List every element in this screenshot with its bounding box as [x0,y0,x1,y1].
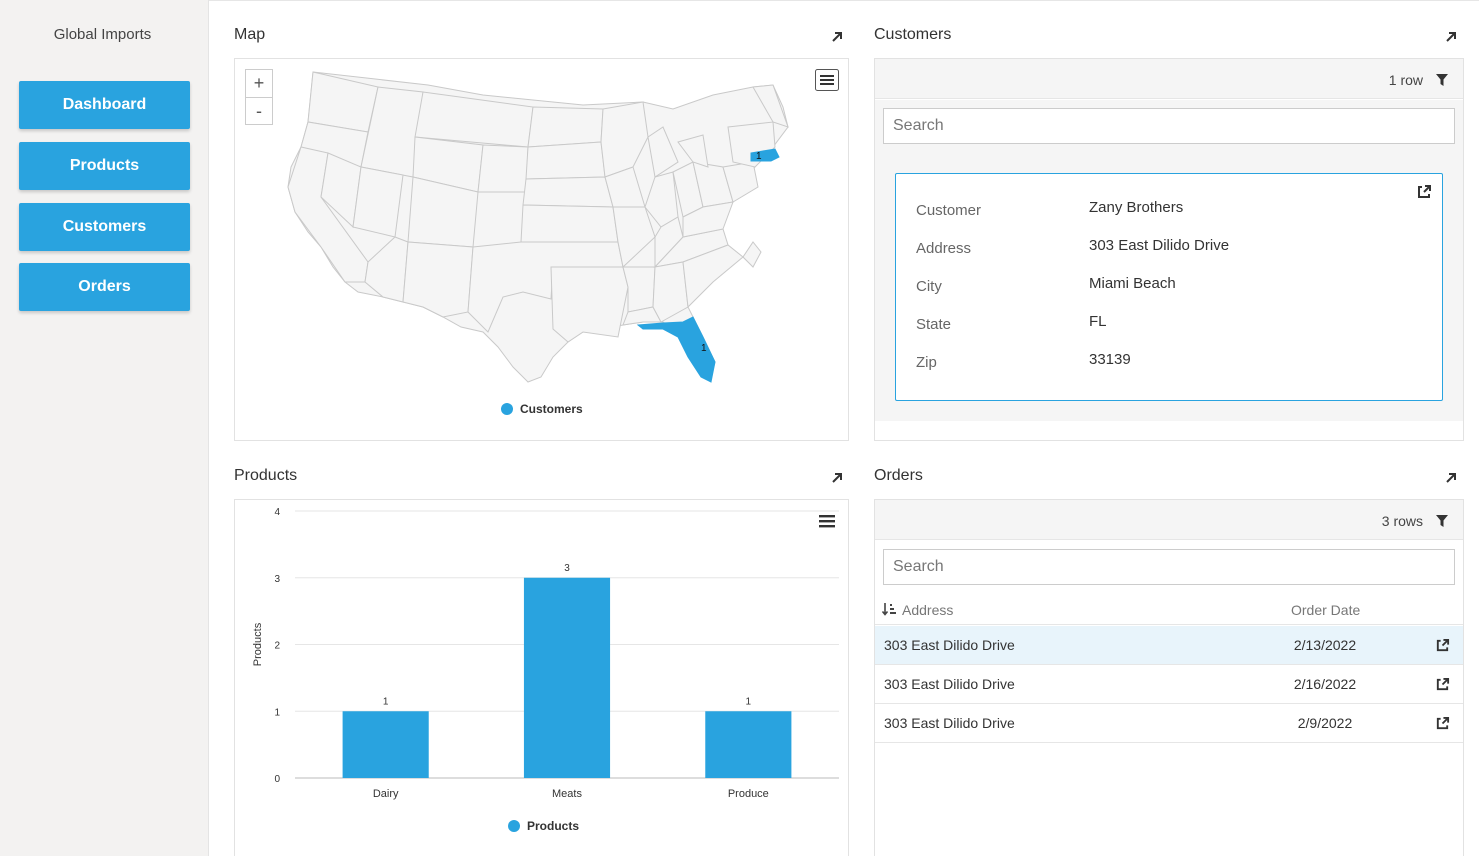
customers-search-area [875,100,1463,154]
customers-panel: 1 row Customer Zany Brothers Address 303… [874,58,1464,441]
data-label: 3 [564,563,570,574]
zoom-in-button[interactable]: + [253,73,265,93]
y-axis-label: Products [252,622,264,666]
app-title: Global Imports [53,26,152,43]
order-date: 2/9/2022 [1297,715,1353,731]
sort-ascending-icon[interactable] [882,602,896,616]
chart-menu-icon[interactable] [817,512,837,530]
nav-dashboard-button[interactable]: Dashboard [19,81,190,129]
orders-search-area [875,541,1463,595]
map-menu-icon[interactable] [815,69,839,91]
data-label: 1 [746,696,752,707]
open-record-icon[interactable] [1435,716,1450,731]
order-address: 303 East Dilido Drive [884,715,1015,731]
products-bar-chart: 0 1 2 3 4 Products 1 Dairy 3 Meats 1 Produce [252,507,839,800]
florida-region[interactable] [636,316,716,383]
x-tick-label: Meats [552,788,582,800]
nav-customers-button[interactable]: Customers [19,203,190,251]
orders-toolbar: 3 rows [875,500,1463,540]
y-tick-label: 3 [274,574,280,585]
customers-toolbar: 1 row [875,59,1463,99]
products-panel-title: Products [234,467,298,484]
customers-card-area: Customer Zany Brothers Address 303 East … [875,154,1463,421]
card-row-address: Address 303 East Dilido Drive [916,237,1416,257]
data-label: 1 [383,696,389,707]
x-tick-label: Produce [728,788,769,800]
sidebar: Global Imports Dashboard Products Custom… [0,0,209,856]
card-value: Miami Beach [1089,275,1176,292]
card-value: 303 East Dilido Drive [1089,237,1230,254]
filter-icon[interactable] [1435,514,1449,528]
customers-panel-title: Customers [874,26,952,43]
map-panel: + - [234,58,849,441]
order-address: 303 East Dilido Drive [884,637,1015,653]
massachusetts-region[interactable] [750,148,780,162]
x-tick-label: Dairy [373,788,399,800]
bar[interactable] [342,711,429,778]
map-panel-title: Map [234,26,266,43]
card-row-customer: Customer Zany Brothers [916,199,1416,219]
orders-panel: 3 rows Address Order Date 303 East Dilid… [874,499,1464,856]
y-tick-label: 4 [274,507,280,518]
map-legend[interactable]: Customers [501,402,583,416]
bar[interactable] [705,711,792,778]
customers-search-input[interactable] [883,108,1455,144]
map-legend-label: Customers [520,402,583,416]
card-row-city: City Miami Beach [916,275,1416,295]
us-map: 1 1 [287,71,789,383]
customer-card[interactable]: Customer Zany Brothers Address 303 East … [895,173,1443,401]
order-date: 2/16/2022 [1293,676,1357,692]
customers-row-count: 1 row [1388,72,1423,88]
card-label: City [916,278,942,295]
expand-icon[interactable] [830,30,844,44]
map-marker-fl: 1 [701,343,707,354]
legend-dot [508,820,520,832]
expand-icon[interactable] [1444,30,1458,44]
orders-panel-title: Orders [874,467,923,484]
y-tick-label: 1 [274,707,280,718]
legend-dot [501,403,513,415]
open-record-icon[interactable] [1435,638,1450,653]
products-panel: 0 1 2 3 4 Products 1 Dairy 3 Meats 1 Produce Produc… [234,499,849,856]
card-value: FL [1089,313,1107,330]
card-label: Customer [916,202,982,219]
open-record-icon[interactable] [1416,184,1432,200]
filter-icon[interactable] [1435,73,1449,87]
y-tick-label: 2 [274,641,280,652]
table-row[interactable]: 303 East Dilido Drive 2/16/2022 [875,665,1463,704]
open-record-icon[interactable] [1435,677,1450,692]
expand-icon[interactable] [1444,471,1458,485]
orders-search-input[interactable] [883,549,1455,585]
table-row[interactable]: 303 East Dilido Drive 2/13/2022 [875,626,1463,665]
order-date: 2/13/2022 [1293,637,1357,653]
products-legend-label: Products [527,819,580,833]
top-divider [209,0,1479,1]
card-row-zip: Zip 33139 [916,351,1416,371]
nav-products-button[interactable]: Products [19,142,190,190]
zoom-out-button[interactable]: - [246,97,272,124]
card-label: State [916,316,952,333]
order-address: 303 East Dilido Drive [884,676,1015,692]
orders-row-count: 3 rows [1381,513,1423,529]
card-label: Zip [916,354,937,371]
card-row-state: State FL [916,313,1416,333]
column-header-order-date[interactable]: Order Date [1291,602,1361,618]
us-states [287,71,789,383]
y-tick-label: 0 [274,774,280,785]
column-header-address[interactable]: Address [902,602,954,618]
highlighted-states [636,148,780,383]
card-value: Zany Brothers [1089,199,1184,216]
bar[interactable] [523,577,611,778]
card-label: Address [916,240,972,257]
products-legend[interactable]: Products [508,819,579,833]
map-marker-ma: 1 [756,151,762,162]
expand-icon[interactable] [830,471,844,485]
card-value: 33139 [1089,351,1131,368]
nav-orders-button[interactable]: Orders [19,263,190,311]
map-zoom-control: + - [245,69,273,125]
table-row[interactable]: 303 East Dilido Drive 2/9/2022 [875,704,1463,743]
orders-column-header: Address Order Date [875,595,1463,625]
